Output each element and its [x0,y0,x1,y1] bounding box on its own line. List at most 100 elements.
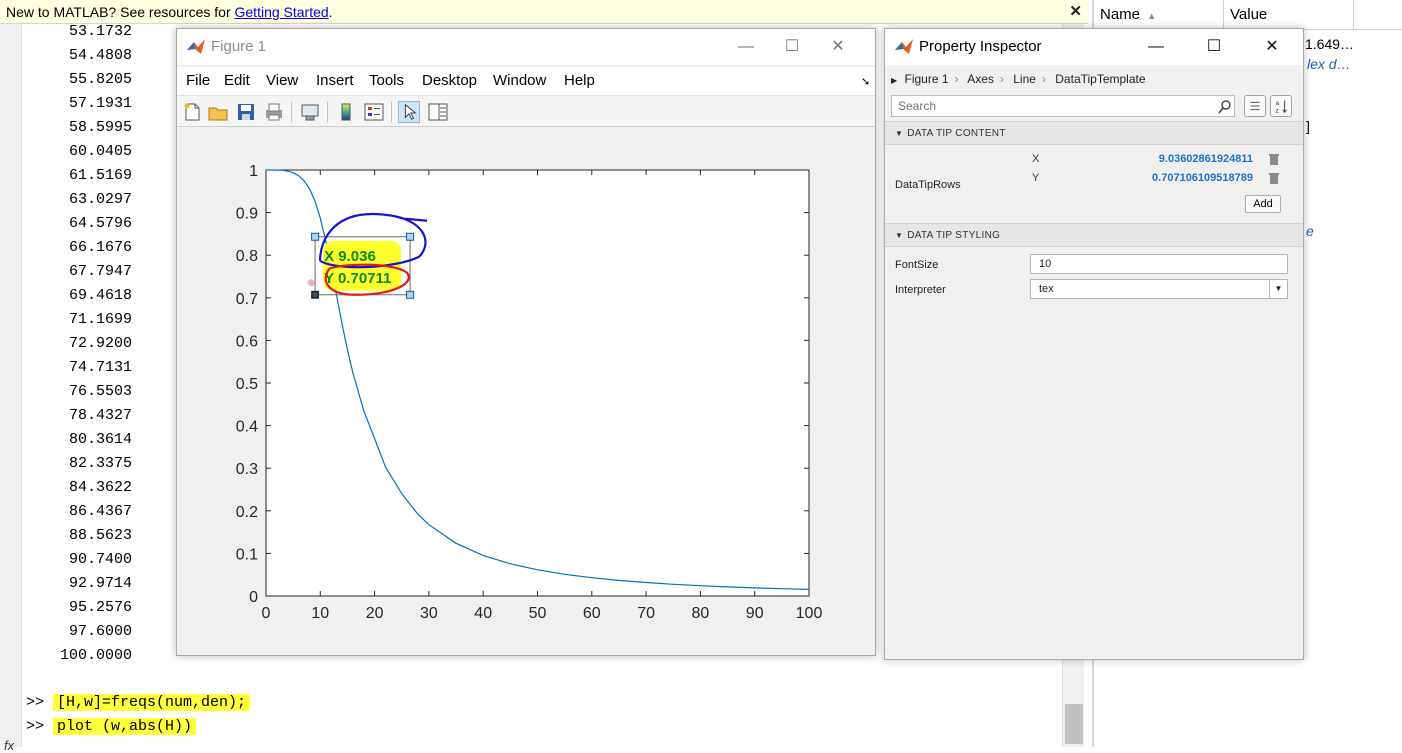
chevron-down-icon[interactable]: ▼ [1269,280,1287,298]
menu-edit[interactable]: Edit [224,72,250,89]
output-value: 97.6000 [68,623,132,640]
output-value: 78.4327 [68,407,132,424]
datatip-y-label: Y 0.70711 [324,270,391,287]
menu-desktop[interactable]: Desktop [422,72,478,89]
close-icon[interactable]: ✕ [831,38,845,55]
matlab-logo-icon [895,39,913,54]
group-view-icon[interactable] [1244,95,1266,117]
output-value: 72.9200 [68,335,132,352]
sort-alphabetical-icon[interactable]: az [1270,95,1292,117]
pointer-icon[interactable] [398,101,420,123]
search-icon[interactable] [1217,99,1233,115]
add-row-button[interactable]: Add [1245,195,1281,213]
print-icon[interactable] [263,101,285,123]
axes[interactable]: 0 10 20 30 40 50 60 70 80 90 100 0 0.1 0.2 0.3 0.4 0.5 0.… [236,163,823,622]
plot-area[interactable]: 0 10 20 30 40 50 60 70 80 90 100 0 0.1 0.2 0.3 0.4 0.5 0.… [177,129,875,654]
x-tick-label: 10 [311,605,329,622]
y-tick-label: 0.5 [236,376,258,393]
x-tick-label: 100 [796,605,823,622]
output-value: 82.3375 [68,455,132,472]
search-input[interactable] [891,95,1235,117]
scrollbar-thumb[interactable] [1065,704,1083,744]
colorbar-icon[interactable] [335,101,357,123]
interpreter-label: Interpreter [895,284,946,296]
datatip-row-value[interactable]: 0.707106109518789 [1152,172,1253,184]
output-value: 71.1699 [68,311,132,328]
interpreter-select[interactable]: tex ▼ [1030,279,1288,299]
menu-view[interactable]: View [266,72,299,89]
datatip-resize-handle[interactable] [406,290,415,299]
prompt: >> [26,694,45,711]
fontsize-label: FontSize [895,259,939,271]
menu-insert[interactable]: Insert [316,72,354,89]
output-value: 54.4808 [68,47,132,64]
section-header-data-tip-styling[interactable]: ▼ DATA TIP STYLING [885,223,1303,247]
column-header-name[interactable]: Name ▲ [1094,0,1224,30]
inspector-titlebar[interactable]: Property Inspector — ☐ ✕ [885,29,1303,65]
new-figure-icon[interactable] [181,101,203,123]
save-icon[interactable] [235,101,257,123]
breadcrumb-axes[interactable]: Axes [967,72,994,86]
menu-tools[interactable]: Tools [369,72,405,89]
maximize-icon[interactable]: ☐ [784,38,800,55]
datatip-anchor-point[interactable] [311,291,319,299]
menu-help[interactable]: Help [564,72,595,89]
workspace-value-fragment: ] [1306,118,1310,134]
minimize-icon[interactable]: — [738,38,754,55]
menu-file[interactable]: File [186,72,211,89]
y-tick-label: 0.3 [236,461,258,478]
workspace-header: Name ▲ Value [1094,0,1402,30]
series-line[interactable] [266,169,810,590]
menu-window[interactable]: Window [493,72,547,89]
output-value: 95.2576 [68,599,132,616]
datatip-resize-handle[interactable] [311,232,320,241]
x-tick-label: 20 [366,605,384,622]
breadcrumb-figure[interactable]: Figure 1 [904,72,949,86]
getting-started-link[interactable]: Getting Started [234,4,329,20]
workspace-value-fragment: lex d… [1307,56,1351,72]
command-output: 53.1732 54.4808 55.8205 57.1931 58.5995 60.04… [22,20,132,668]
property-inspector-window: Property Inspector — ☐ ✕ ▶ Figure 1 › Axe… [884,28,1304,660]
figure-titlebar[interactable]: Figure 1 — ☐ ✕ [177,29,875,65]
fx-icon: fx [4,738,15,753]
datatip-x-value: 9.036 [338,248,376,265]
x-tick-label: 70 [637,605,655,622]
datatip-row-value[interactable]: 9.03602861924811 [1158,153,1253,165]
maximize-icon[interactable]: ☐ [1206,38,1222,55]
interpreter-value: tex [1039,283,1054,295]
output-value: 74.7131 [68,359,132,376]
property-editor-icon[interactable] [427,101,449,123]
output-value: 86.4367 [68,503,132,520]
dock-arrow-icon[interactable]: ➘ [861,76,871,88]
open-file-icon[interactable] [207,101,229,123]
output-value: 88.5623 [68,527,132,544]
y-tick-label: 1 [249,163,258,180]
red-highlight-scribble [324,263,410,296]
blue-highlight-scribble [318,212,428,269]
axes-box [265,169,810,597]
column-header-value[interactable]: Value [1224,0,1354,30]
datatip-resize-handle[interactable] [406,232,415,241]
datatip-row-name[interactable]: Y [1032,172,1040,184]
link-plot-icon[interactable] [299,101,321,123]
close-icon[interactable]: ✕ [1069,3,1082,20]
x-tick-label: 80 [692,605,710,622]
datatip-row-name[interactable]: X [1032,153,1040,165]
breadcrumb-datatiptemplate[interactable]: DataTipTemplate [1055,72,1146,86]
minimize-icon[interactable]: — [1148,38,1164,55]
collapse-caret-icon: ▼ [895,231,904,240]
close-icon[interactable]: ✕ [1265,38,1279,55]
breadcrumb-line[interactable]: Line [1013,72,1036,86]
output-value: 80.3614 [68,431,132,448]
legend-icon[interactable] [363,101,385,123]
datatiprows-label: DataTipRows [895,179,961,191]
section-header-data-tip-content[interactable]: ▼ DATA TIP CONTENT [885,121,1303,145]
trash-icon[interactable] [1268,172,1280,185]
trash-icon[interactable] [1268,153,1280,166]
fontsize-field[interactable]: 10 [1030,254,1288,274]
toolbar-separator [327,102,328,122]
output-value: 66.1676 [68,239,132,256]
output-value: 55.8205 [68,71,132,88]
output-value: 92.9714 [68,575,132,592]
datatip-x-label: X 9.036 [324,248,376,265]
